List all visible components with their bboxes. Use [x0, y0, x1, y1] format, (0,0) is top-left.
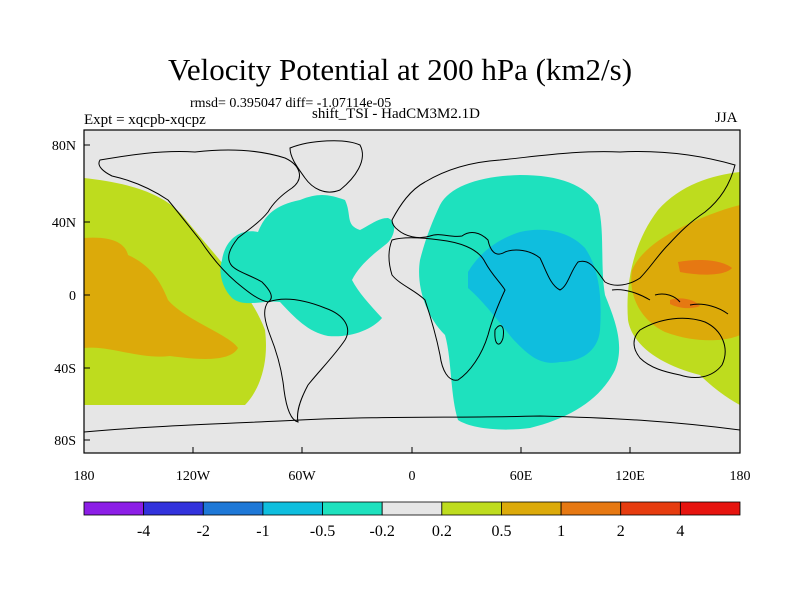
- colorbar-label: 0.2: [432, 523, 452, 540]
- colorbar-label: 0.5: [491, 523, 511, 540]
- stats-text: rmsd= 0.395047 diff= -1.07114e-05: [190, 96, 392, 111]
- coast-maritime-continent: [611, 289, 729, 315]
- colorbar-swatch: [560, 501, 622, 516]
- colorbar-swatch: [262, 501, 323, 516]
- colorbar-label: 2: [617, 523, 625, 540]
- lat-label-80n: 80N: [52, 139, 76, 154]
- lon-label-120e: 120E: [615, 469, 645, 484]
- experiment-label: Expt = xqcpb-xqcpz: [84, 112, 206, 128]
- coast-north-america: [98, 149, 300, 303]
- colorbar-swatch: [322, 501, 383, 516]
- west-pacific-positive-strong-region: [678, 260, 732, 275]
- coast-antarctica: [84, 415, 740, 433]
- colorbar-label: 4: [676, 523, 684, 540]
- colorbar-swatch: [202, 501, 264, 516]
- lon-label-120w: 120W: [176, 469, 211, 484]
- coast-madagascar: [494, 325, 504, 345]
- colorbar-label: 1: [557, 523, 565, 540]
- colorbar: -4 -2 -1 -0.5 -0.2 0.2 0.5 1 2 4: [83, 501, 741, 540]
- lon-label-180e: 180: [730, 469, 751, 484]
- lat-label-40s: 40S: [54, 362, 76, 377]
- colorbar-swatch: [679, 501, 741, 516]
- colorbar-swatch: [441, 501, 502, 516]
- lat-axis: 80N 40N 0 40S 80S: [52, 139, 90, 449]
- colorbar-swatch: [501, 501, 562, 516]
- lon-label-180w: 180: [74, 469, 95, 484]
- season-label: JJA: [715, 110, 738, 126]
- coast-eurasia: [391, 151, 736, 291]
- lon-label-0: 0: [409, 469, 416, 484]
- colorbar-swatch: [83, 501, 145, 516]
- coastlines: [84, 140, 740, 433]
- coast-australia: [633, 317, 726, 378]
- lat-label-40n: 40N: [52, 216, 76, 231]
- lon-label-60e: 60E: [510, 469, 533, 484]
- colorbar-label: -4: [137, 523, 150, 540]
- indian-ocean-negative-mid-region: [468, 229, 601, 363]
- coast-greenland: [289, 140, 363, 193]
- colorbar-swatch: [381, 501, 443, 516]
- colorbar-label: -2: [197, 523, 210, 540]
- lon-label-60w: 60W: [288, 469, 316, 484]
- coast-south-america: [264, 298, 349, 423]
- map-title: Velocity Potential at 200 hPa (km2/s): [167, 52, 633, 87]
- colorbar-label: -0.2: [370, 523, 395, 540]
- lat-label-0: 0: [69, 289, 76, 304]
- colorbar-swatch: [620, 501, 681, 516]
- pacific-positive-mid-region: [84, 237, 238, 359]
- colorbar-swatch: [143, 501, 204, 516]
- lat-label-80s: 80S: [54, 434, 76, 449]
- coast-africa: [388, 237, 506, 381]
- model-label: shift_TSI - HadCM3M2.1D: [312, 106, 480, 122]
- colorbar-label: -0.5: [310, 523, 335, 540]
- lon-axis: 180 120W 60W 0 60E 120E 180: [74, 447, 751, 484]
- west-pacific-positive-strong-region-2: [670, 298, 700, 309]
- colorbar-label: -1: [256, 523, 269, 540]
